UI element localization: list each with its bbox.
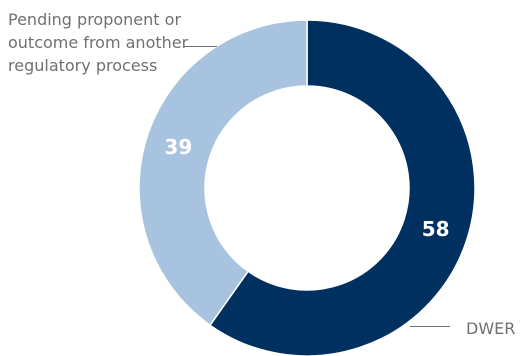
legend-label-dwer: DWER bbox=[466, 319, 516, 338]
leader-line-pending bbox=[184, 46, 217, 47]
data-label-pending: 39 bbox=[164, 135, 192, 159]
slice-dwer bbox=[208, 19, 476, 356]
data-label-dwer: 58 bbox=[422, 217, 450, 241]
leader-line-dwer bbox=[410, 326, 450, 327]
legend-label-pending: Pending proponent or outcome from anothe… bbox=[8, 10, 189, 75]
slice-pending bbox=[138, 19, 308, 327]
